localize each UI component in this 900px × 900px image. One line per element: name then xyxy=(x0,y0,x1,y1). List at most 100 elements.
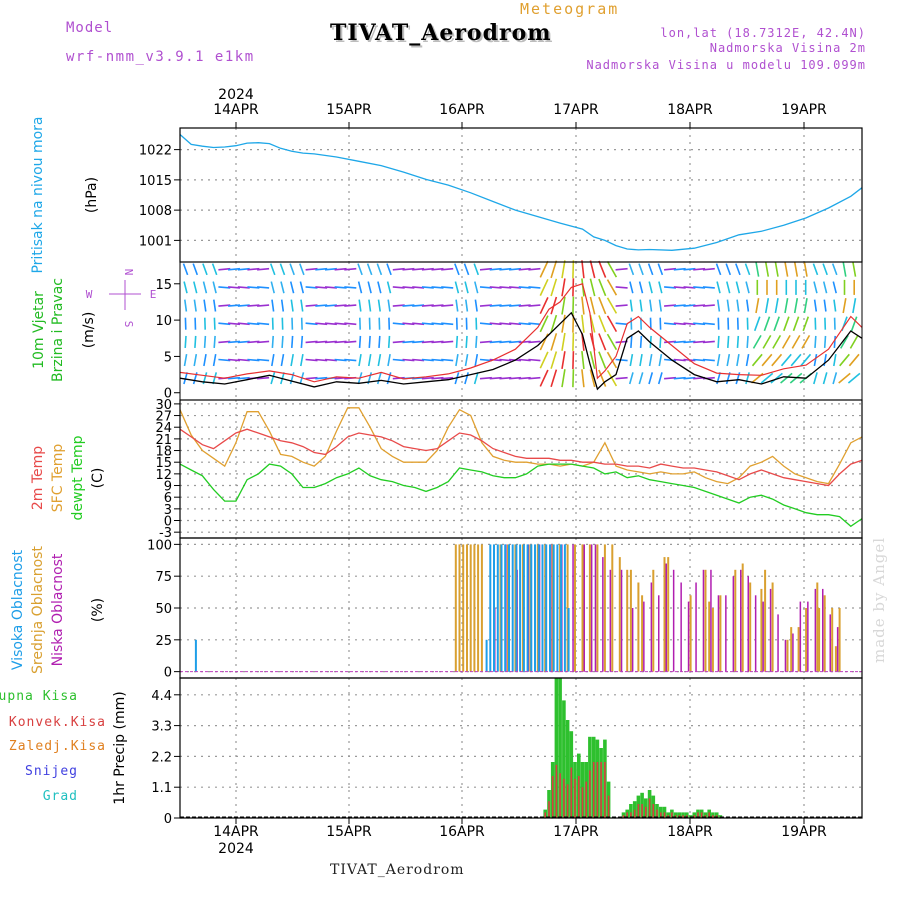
wind-arrow xyxy=(762,335,772,349)
wind-arrow xyxy=(489,304,502,307)
convective-precip-bar xyxy=(585,781,587,818)
wind-arrow xyxy=(657,263,664,276)
wind-arrow xyxy=(716,281,721,294)
meteogram-subtitle: Meteogram xyxy=(520,0,620,18)
top-day-label: 17APR xyxy=(553,102,599,118)
wind-arrow xyxy=(465,335,468,348)
wind-arrow xyxy=(305,286,318,289)
wind-arrow xyxy=(386,263,392,276)
wind-arrow xyxy=(421,376,434,380)
wind-arrow xyxy=(615,376,628,380)
low-cloud-bar xyxy=(725,595,727,672)
wind-arrow xyxy=(518,322,531,326)
dewpoint-ylabel: dewpt Temp xyxy=(70,435,86,520)
wind-arrow xyxy=(237,340,250,344)
wind-arrow xyxy=(479,304,492,307)
wind-arrow xyxy=(324,358,337,362)
cloud-unit-label: (%) xyxy=(90,598,106,622)
wind-arrow xyxy=(509,286,522,289)
wind-arrow xyxy=(257,304,270,307)
mid-cloud-bar xyxy=(603,544,606,672)
wind-arrow xyxy=(572,260,575,279)
mid-cloud-bar xyxy=(834,646,837,672)
mid-cloud-bar xyxy=(790,627,793,672)
sfc-temp-line xyxy=(179,407,863,485)
pressure-ytick-label: 1001 xyxy=(139,234,172,249)
low-cloud-bar xyxy=(665,563,667,672)
wind-arrow xyxy=(716,353,721,367)
precip-legend-item: Zaledj.Kisa xyxy=(9,739,106,754)
wind-arrow xyxy=(387,335,391,348)
wind-arrow xyxy=(270,372,276,385)
mid-cloud-bar xyxy=(797,627,800,672)
wind-arrow xyxy=(717,335,720,348)
wind-arrow xyxy=(572,351,575,370)
wind-arrow xyxy=(315,358,328,362)
low-cloud-bar xyxy=(822,588,824,672)
high-cloud-bar xyxy=(556,544,559,672)
wind-arrow xyxy=(431,376,444,380)
wind-arrow xyxy=(658,281,663,294)
low-cloud-bar xyxy=(609,569,612,672)
wind-arrow xyxy=(664,340,677,344)
wind-arrow xyxy=(664,267,677,271)
high-cloud-bar xyxy=(530,544,533,672)
wind-arrow xyxy=(344,358,357,362)
wind-arrow xyxy=(852,261,857,277)
low-cloud-bar xyxy=(784,639,787,672)
wind-arrow xyxy=(431,304,444,307)
wind-arrow xyxy=(822,372,828,385)
wind-arrow xyxy=(392,340,405,344)
convective-precip-bar xyxy=(548,801,550,818)
wind-arrow xyxy=(441,358,454,362)
wind-arrow xyxy=(581,369,585,388)
pressure-panel-frame xyxy=(179,127,863,263)
wind-arrow xyxy=(518,340,531,344)
convective-precip-bar xyxy=(700,812,703,818)
low-cloud-bar xyxy=(754,595,757,672)
wind-arrow xyxy=(683,286,696,289)
wind-arrow xyxy=(489,267,502,271)
low-cloud-bar xyxy=(680,582,682,672)
mid-cloud-bar xyxy=(629,569,632,672)
wind-arrow xyxy=(463,263,470,276)
wind-arrow xyxy=(814,335,817,348)
wind-arrow xyxy=(716,299,721,312)
wind-arrow xyxy=(539,315,549,333)
wind-arrow xyxy=(315,322,328,326)
wind-arrow xyxy=(489,322,502,326)
wind-arrow xyxy=(455,353,459,367)
convective-precip-bar xyxy=(559,773,561,818)
wind-arrow xyxy=(589,296,596,315)
wind-arrow xyxy=(441,340,454,344)
convective-precip-bar xyxy=(600,762,602,818)
high-cloud-bar xyxy=(500,544,503,672)
wind-arrow xyxy=(753,316,761,332)
low-cloud-bar xyxy=(687,601,690,672)
convective-precip-bar xyxy=(652,804,655,818)
wind-arrow xyxy=(784,261,789,277)
wind-arrow xyxy=(489,376,502,380)
wind-arrow xyxy=(823,299,827,312)
wind-arrow xyxy=(673,286,686,289)
clouds-ytick-label: 75 xyxy=(155,570,172,585)
wind-arrow xyxy=(464,281,469,294)
wind-arrow xyxy=(474,299,478,312)
low-cloud-bar xyxy=(672,569,675,672)
wind-arrow xyxy=(781,335,791,349)
wind-arrow xyxy=(842,298,847,314)
mid-cloud-bar xyxy=(734,569,737,672)
wind-arrow xyxy=(606,261,618,278)
wind-arrow xyxy=(803,261,808,277)
wind-arrow xyxy=(334,358,347,362)
wind-arrow xyxy=(801,335,811,349)
top-day-label: 16APR xyxy=(439,102,485,118)
convective-precip-bar xyxy=(682,815,684,818)
wind-arrow xyxy=(499,286,512,289)
wind-arrow xyxy=(213,317,216,330)
wind-arrow xyxy=(760,372,774,384)
watermark-text: made by Angel xyxy=(870,537,888,663)
wind-arrow xyxy=(183,281,188,294)
wind-arrow xyxy=(813,281,818,294)
wind-arrow xyxy=(793,298,799,314)
